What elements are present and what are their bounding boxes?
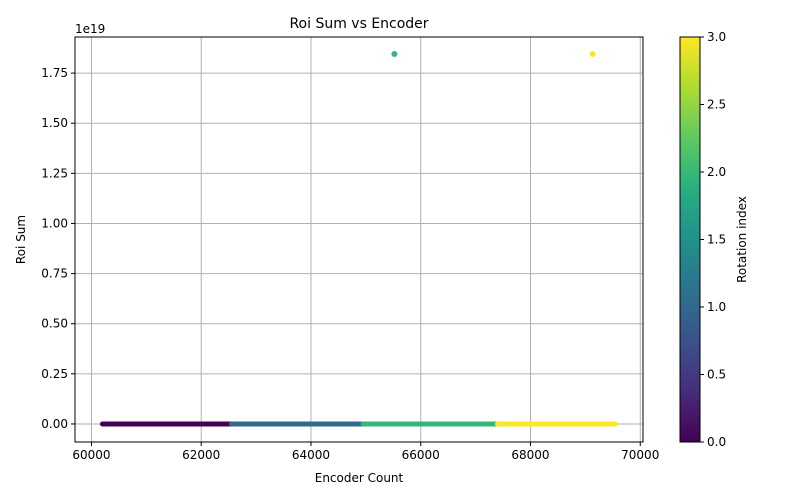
x-tick-label: 60000 [72, 448, 110, 462]
colorbar-tick-label: 0.0 [707, 435, 726, 449]
grid [75, 37, 643, 442]
colorbar-tick-label: 1.5 [707, 233, 726, 247]
y-tick-label: 1.50 [41, 116, 68, 130]
chart-title: Roi Sum vs Encoder [289, 16, 428, 32]
x-tick-label: 62000 [182, 448, 220, 462]
colorbar [679, 36, 701, 443]
y-tick-label: 1.00 [41, 216, 68, 230]
scatter-outlier-rotation-3 [589, 51, 596, 58]
colorbar-title: Rotation index [735, 196, 749, 283]
colorbar-tick-label: 1.0 [707, 300, 726, 314]
y-axis-title: Roi Sum [14, 215, 28, 264]
colorbar-tick-label: 2.5 [707, 98, 726, 112]
y-tick-label: 0.75 [41, 267, 68, 281]
colorbar-tick-label: 2.0 [707, 165, 726, 179]
y-tick-label: 0.25 [41, 367, 68, 381]
y-tick-label: 1.25 [41, 166, 68, 180]
y-tick-label: 1.75 [41, 66, 68, 80]
axis-ticks: 60000 62000 64000 66000 68000 70000 0.00 0.25 0.… [41, 66, 659, 462]
y-tick-label: 0.50 [41, 317, 68, 331]
plot-data [99, 51, 619, 427]
x-tick-label: 68000 [511, 448, 549, 462]
x-tick-label: 70000 [621, 448, 659, 462]
plot-frame [74, 36, 644, 443]
colorbar-tick-label: 0.5 [707, 368, 726, 382]
y-tick-label: 0.00 [41, 417, 68, 431]
colorbar-ticks: 0.0 0.5 1.0 1.5 2.0 2.5 3.0 [700, 30, 726, 449]
x-tick-label: 64000 [292, 448, 330, 462]
y-axis-exponent: 1e19 [75, 22, 105, 36]
colorbar-tick-label: 3.0 [707, 30, 726, 44]
scatter-outlier-rotation-2 [391, 51, 398, 58]
x-axis-title: Encoder Count [315, 471, 404, 485]
x-tick-label: 66000 [402, 448, 440, 462]
